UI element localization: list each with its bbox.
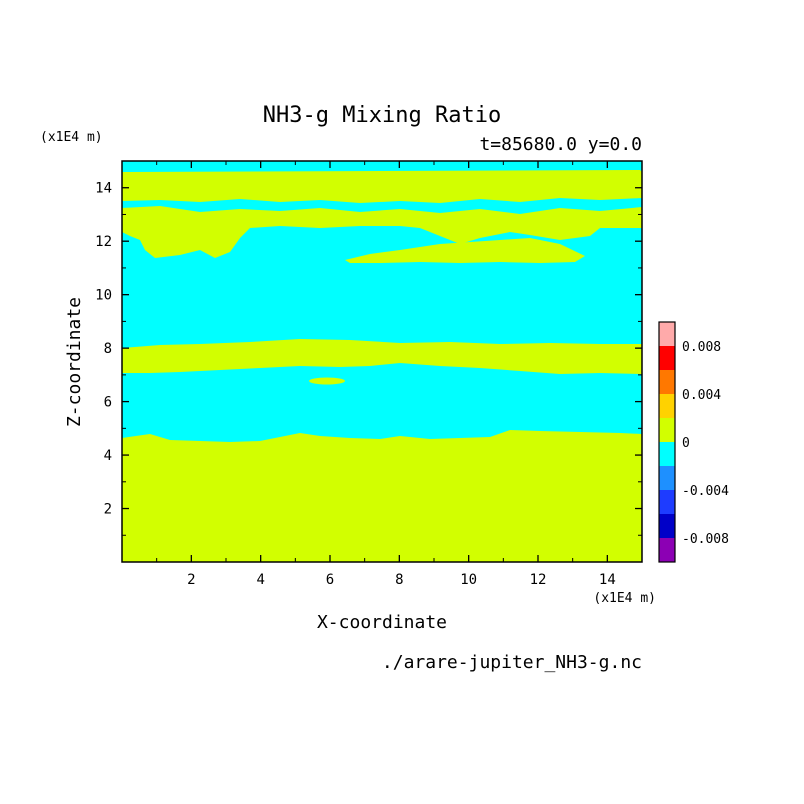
colorbar-segment xyxy=(659,322,675,346)
y-tick-label: 8 xyxy=(104,341,112,357)
colorbar-label: -0.008 xyxy=(682,532,729,547)
colorbar-label: 0 xyxy=(682,436,690,451)
colorbar-segment xyxy=(659,514,675,538)
x-axis-ticks: 2 4 6 8 10 12 14 xyxy=(156,161,616,588)
colorbar-label: 0.008 xyxy=(682,340,721,355)
x-tick-label: 12 xyxy=(530,572,547,588)
contour-small-island xyxy=(309,377,345,385)
colorbar-label: -0.004 xyxy=(682,484,729,499)
colorbar: 0.008 0.004 0 -0.004 -0.008 xyxy=(658,321,729,563)
y-tick-label: 10 xyxy=(95,288,112,304)
colorbar-segment xyxy=(659,346,675,370)
y-tick-label: 2 xyxy=(104,502,112,518)
y-tick-label: 6 xyxy=(104,395,112,411)
x-units-label: (x1E4 m) xyxy=(593,591,656,606)
contour-band-upper xyxy=(122,206,642,258)
y-tick-label: 12 xyxy=(95,234,112,250)
colorbar-segment xyxy=(659,442,675,466)
colorbar-segment xyxy=(659,370,675,394)
contour-band-bottom xyxy=(122,430,642,562)
y-tick-label: 4 xyxy=(104,448,112,464)
colorbar-label: 0.004 xyxy=(682,388,721,403)
x-tick-label: 10 xyxy=(460,572,477,588)
x-tick-label: 14 xyxy=(599,572,616,588)
y-axis-label: Z-coordinate xyxy=(64,297,85,427)
colorbar-segment xyxy=(659,466,675,490)
colorbar-segment xyxy=(659,418,675,442)
colorbar-segment xyxy=(659,394,675,418)
chart-title: NH3-g Mixing Ratio xyxy=(263,103,501,128)
contour-island-right xyxy=(345,238,585,263)
y-axis-ticks: 2 4 6 8 10 12 14 xyxy=(95,181,642,536)
x-axis-label: X-coordinate xyxy=(317,612,447,633)
x-tick-label: 6 xyxy=(326,572,334,588)
contour-band-middle xyxy=(122,339,642,374)
colorbar-frame xyxy=(658,321,676,563)
plot-area: 2 4 6 8 10 12 14 2 4 6 8 10 12 14 xyxy=(95,160,643,588)
filename-label: ./arare-jupiter_NH3-g.nc xyxy=(382,652,642,673)
x-tick-label: 4 xyxy=(256,572,264,588)
x-tick-label: 8 xyxy=(395,572,403,588)
contour-band-top xyxy=(122,170,642,203)
y-units-label: (x1E4 m) xyxy=(40,130,103,145)
chart-subtitle: t=85680.0 y=0.0 xyxy=(479,134,642,155)
colorbar-segment xyxy=(659,490,675,514)
colorbar-segment xyxy=(659,538,675,562)
y-tick-label: 14 xyxy=(95,181,112,197)
x-tick-label: 2 xyxy=(187,572,195,588)
